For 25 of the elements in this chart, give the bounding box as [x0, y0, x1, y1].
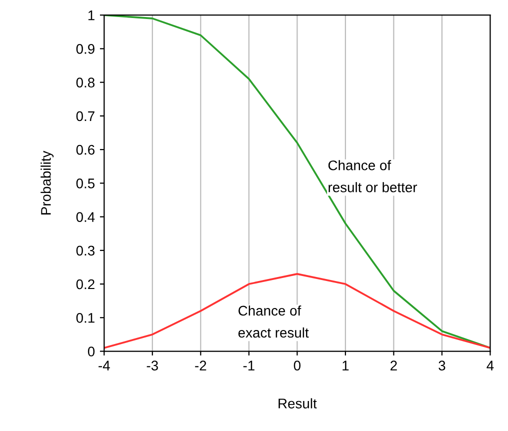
- y-tick-label: 0.8: [76, 78, 95, 88]
- series-label: Chance of result or better: [328, 160, 418, 192]
- y-axis-title: Probability: [40, 150, 54, 214]
- y-tick-label: 0.6: [76, 144, 95, 155]
- y-tick-label: 1: [88, 10, 94, 20]
- series-label: Chance of exact result: [238, 305, 309, 338]
- x-tick-label: 3: [438, 360, 446, 370]
- x-tick-label: 2: [390, 360, 397, 370]
- y-tick-label: 0.1: [76, 312, 94, 323]
- x-tick-label: 4: [486, 360, 494, 370]
- line-series: [104, 273, 490, 349]
- y-tick-label: 0.2: [76, 279, 94, 290]
- y-tick-label: 0.5: [76, 178, 95, 188]
- y-tick-label: 0: [88, 346, 95, 356]
- x-tick-label: 1: [342, 360, 349, 370]
- y-tick-label: 0.7: [76, 111, 94, 122]
- x-axis-title: Result: [278, 398, 317, 408]
- x-tick-label: -3: [146, 360, 158, 370]
- y-tick-label: 0.3: [76, 246, 95, 256]
- y-tick-label: 0.4: [76, 212, 95, 222]
- x-tick-label: -2: [195, 360, 206, 370]
- x-tick-label: 0: [294, 360, 300, 370]
- y-tick-label: 0.9: [76, 44, 94, 54]
- x-tick-label: -4: [98, 360, 110, 370]
- x-tick-label: -1: [243, 360, 254, 370]
